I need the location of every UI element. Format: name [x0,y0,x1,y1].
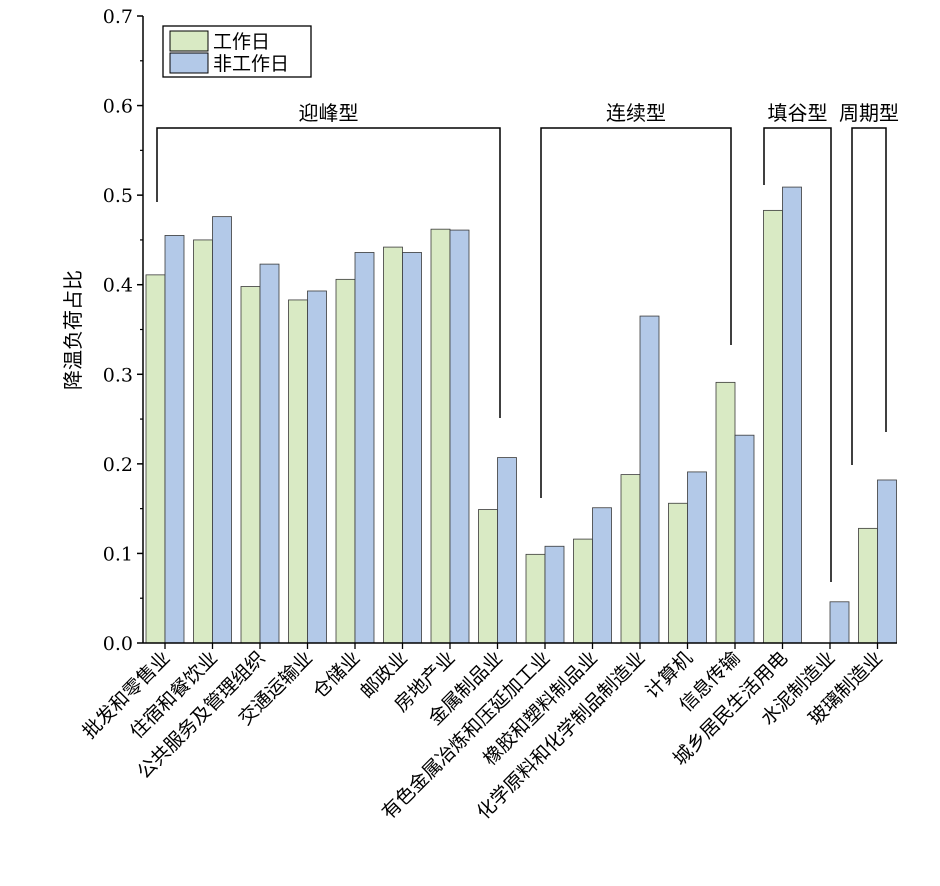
bar-nonworkday [354,252,375,644]
y-tick-label: 0.4 [103,275,133,297]
bar-workday [288,299,308,644]
bar-nonworkday [307,290,327,644]
group-brackets: 迎峰型 连续型 填谷型 周期型 [156,101,899,582]
bar-workday [478,509,498,644]
bar-nonworkday [782,186,802,644]
y-ticks: 0.0 0.1 0.2 0.3 0.4 0.5 0.6 0.7 [103,6,143,655]
y-tick-label: 0.3 [103,364,133,386]
bar-workday [383,246,403,644]
bar-workday [573,538,593,644]
bar-workday [620,474,641,644]
group-label: 周期型 [839,101,899,125]
group-label: 迎峰型 [299,101,359,125]
group-bracket [540,127,732,498]
group-bracket [851,127,887,465]
bar-nonworkday [164,235,185,644]
bar-workday [525,553,546,644]
bar-nonworkday [449,229,470,644]
y-axis-label: 降温负荷占比 [61,270,85,390]
legend-label-workday: 工作日 [213,31,270,53]
bar-workday [858,527,878,644]
y-tick-label: 0.0 [103,633,133,655]
bar-nonworkday [734,434,755,644]
legend-label-nonworkday: 非工作日 [213,53,289,75]
bars-layer [145,186,897,644]
legend-swatch-workday [169,30,209,52]
bar-workday [715,381,736,644]
y-tick-label: 0.2 [103,454,133,476]
bar-nonworkday [829,601,850,644]
bar-workday [335,278,356,644]
group-bracket [156,127,501,418]
bar-nonworkday [402,252,422,644]
bar-nonworkday [544,545,565,644]
y-tick-label: 0.5 [103,185,133,207]
bar-nonworkday [592,507,612,644]
group-label: 填谷型 [768,101,828,125]
x-tick-label: 仓储业 [309,647,365,703]
group-bracket [763,127,832,582]
x-ticks: 批发和零售业住宿和餐饮业公共服务及管理组织交通运输业仓储业邮政业房地产业金属制品… [78,643,887,824]
bar-nonworkday [687,471,707,644]
bar-workday [145,274,166,644]
bar-nonworkday [497,457,517,644]
bar-workday [668,502,688,644]
y-tick-label: 0.6 [103,96,133,118]
legend: 工作日 非工作日 [162,25,312,78]
legend-swatch-nonworkday [169,52,209,74]
bar-nonworkday [639,315,660,644]
bar-workday [193,239,213,644]
bar-workday [763,209,783,644]
bar-nonworkday [259,263,280,644]
group-label: 连续型 [606,101,666,125]
y-tick-label: 0.1 [103,543,133,565]
bar-nonworkday [877,479,897,644]
y-tick-label: 0.7 [103,6,133,28]
bar-workday [240,286,261,644]
bar-workday [430,228,451,644]
bar-nonworkday [212,216,232,644]
